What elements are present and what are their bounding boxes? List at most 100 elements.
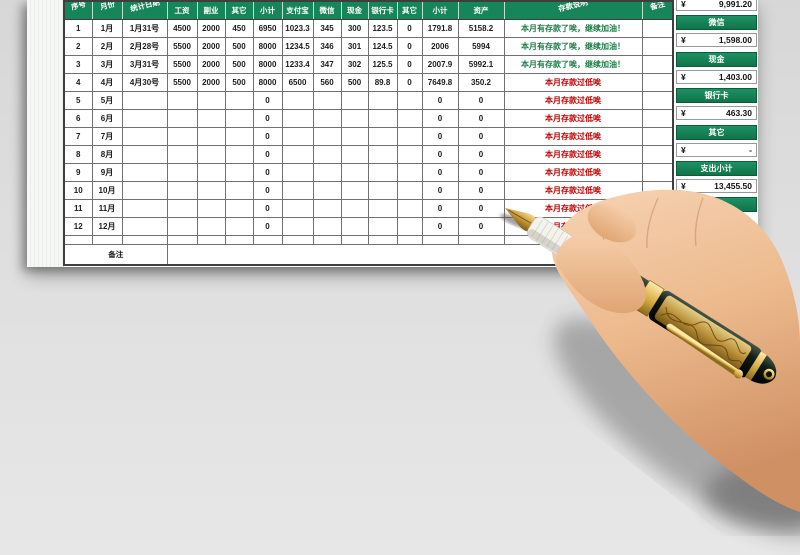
table-row: 10 10月 0 0 0 本月存款过低唉	[63, 181, 674, 200]
table-cell: 10月	[91, 181, 123, 200]
blank-cell	[457, 235, 505, 245]
amount-value: 1,598.00	[718, 35, 752, 46]
table-cell: 10	[63, 181, 93, 200]
table-cell: 2月	[91, 37, 123, 56]
column-header-cell: 资产	[457, 0, 505, 20]
table-cell: 0	[457, 127, 505, 146]
table-cell	[641, 163, 674, 182]
table-cell: 0	[421, 217, 459, 236]
table-cell: 8	[63, 145, 93, 164]
blank-cell	[281, 235, 314, 245]
blank-cell	[166, 235, 198, 245]
table-cell: 0	[421, 145, 459, 164]
table-cell	[312, 127, 342, 146]
table-cell	[196, 127, 226, 146]
table-cell: 450	[224, 19, 254, 38]
summary-category-header: 现金	[676, 51, 757, 67]
table-cell: 300	[340, 19, 369, 38]
table-cell	[224, 127, 254, 146]
remarks-footer-label: 备注	[63, 244, 168, 266]
table-cell	[641, 19, 674, 38]
amount-value: -	[749, 144, 752, 155]
table-cell: 1月31号	[121, 19, 168, 38]
table-cell	[121, 91, 168, 110]
table-cell	[166, 199, 198, 218]
amount-value: 13,455.50	[714, 181, 752, 191]
summary-category-header: 其它	[676, 124, 757, 140]
currency-symbol: ¥	[681, 0, 686, 9]
table-cell	[367, 163, 398, 182]
table-cell: 0	[252, 163, 283, 182]
table-cell: 500	[224, 37, 254, 56]
table-cell	[641, 145, 674, 164]
table-cell	[396, 181, 423, 200]
summary-category-header: 银行卡	[676, 88, 757, 104]
currency-symbol: ¥	[681, 108, 686, 119]
table-cell	[340, 199, 369, 218]
table-cell: 123.5	[367, 19, 398, 38]
table-cell	[396, 163, 423, 182]
table-row: 11 11月 0 0 0 本月存款过低唉	[63, 199, 674, 218]
note-cell: 本月存款过低唉	[503, 91, 643, 110]
paper-sheet: 序号 月份 统计日期 工资 副业 其它 小计 支付宝 微信 现金 银行卡 其它 小计 资产 存款说明 备注 1…	[27, 0, 758, 267]
table-cell	[641, 37, 674, 56]
table-cell: 8000	[252, 37, 283, 56]
column-header-cell: 微信	[312, 0, 342, 20]
table-cell: 5500	[166, 73, 198, 92]
table-cell	[367, 109, 398, 128]
note-cell: 本月有存款了唉，继续加油！	[503, 19, 643, 38]
table-cell: 500	[224, 73, 254, 92]
table-cell	[281, 163, 314, 182]
column-header-cell: 其它	[396, 0, 423, 20]
table-cell: 0	[421, 127, 459, 146]
currency-symbol: ¥	[681, 181, 686, 191]
table-cell	[196, 109, 226, 128]
table-cell	[396, 199, 423, 218]
amount-value: 463.30	[726, 108, 752, 119]
blank-cell	[63, 235, 93, 245]
table-cell: 8月	[91, 145, 123, 164]
table-cell: 2007.9	[421, 55, 459, 74]
table-cell	[121, 199, 168, 218]
remarks-footer-cell	[166, 244, 674, 266]
table-cell	[312, 91, 342, 110]
table-cell: 4	[63, 73, 93, 92]
pen-cap-end	[750, 355, 777, 384]
summary-amount-row: ¥9,991.20	[676, 0, 757, 11]
column-header-cell: 银行卡	[367, 0, 398, 20]
table-cell	[196, 217, 226, 236]
table-cell: 2000	[196, 19, 226, 38]
table-cell: 11	[63, 199, 93, 218]
note-cell: 本月存款过低唉	[503, 199, 643, 218]
table-cell: 125.5	[367, 55, 398, 74]
table-cell	[367, 217, 398, 236]
table-row: 5 5月 0 0 0 本月存款过低唉	[63, 91, 674, 110]
table-cell: 0	[252, 145, 283, 164]
table-cell: 2000	[196, 55, 226, 74]
table-row: 1 1月 1月31号 4500 2000 450 6950 1023.3 345 300 123.5…	[63, 19, 674, 38]
pen-cap-ornament	[654, 295, 752, 370]
table-cell	[121, 163, 168, 182]
table-cell: 0	[252, 217, 283, 236]
column-header-cell: 统计日期	[121, 0, 168, 20]
table-cell: 124.5	[367, 37, 398, 56]
table-cell	[196, 91, 226, 110]
table-cell	[367, 145, 398, 164]
remarks-footer-row: 备注	[63, 244, 674, 266]
table-cell	[281, 217, 314, 236]
summary-amount-row: ¥463.30	[676, 106, 757, 121]
column-header-cell: 现金	[340, 0, 369, 20]
table-cell	[224, 181, 254, 200]
currency-symbol: ¥	[681, 35, 686, 46]
note-cell: 本月存款过低唉	[503, 217, 643, 236]
blank-cell	[421, 235, 459, 245]
table-cell	[224, 91, 254, 110]
table-cell	[224, 163, 254, 182]
table-cell	[121, 181, 168, 200]
amount-value: 1,403.00	[718, 71, 752, 82]
table-cell: 0	[457, 181, 505, 200]
table-row: 3 3月 3月31号 5500 2000 500 8000 1233.4 347 302 125.5…	[63, 55, 674, 74]
column-header-cell: 月份	[91, 0, 123, 20]
table-cell	[396, 127, 423, 146]
column-header-cell: 序号	[63, 0, 93, 20]
